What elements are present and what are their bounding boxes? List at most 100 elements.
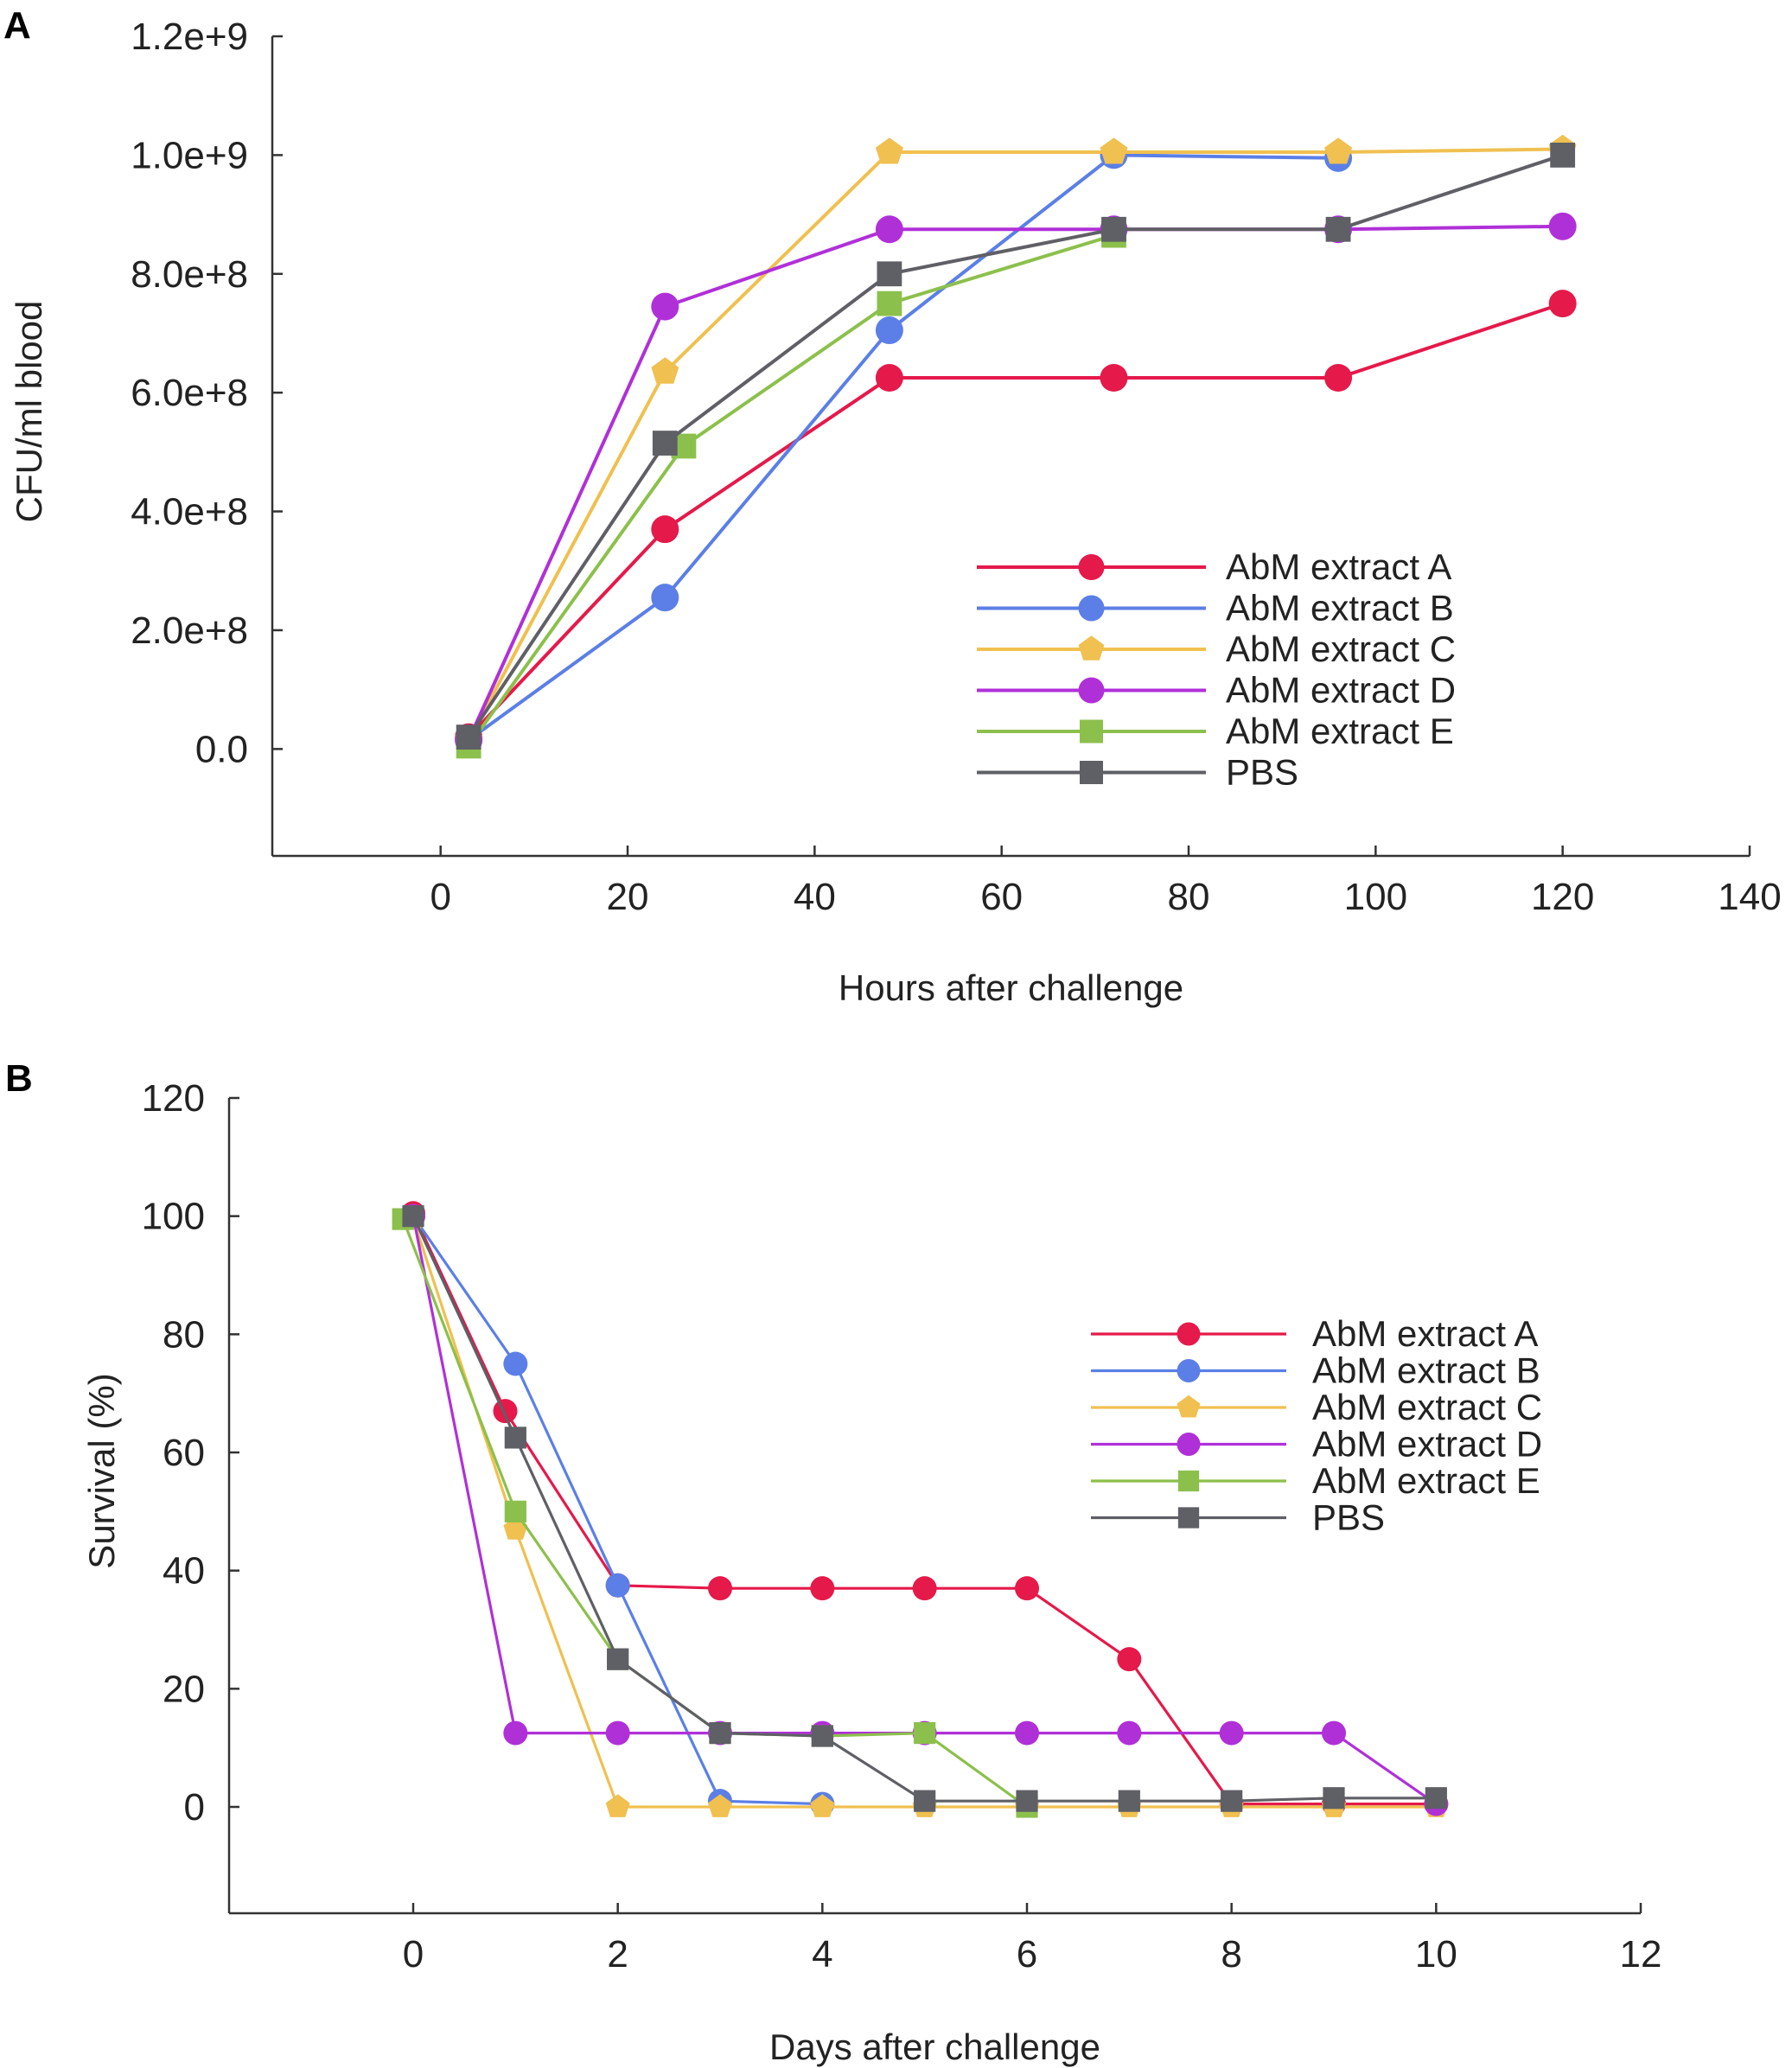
data-point <box>1425 1787 1447 1810</box>
x-tick-label: 140 <box>1718 876 1781 918</box>
data-point <box>503 1351 528 1376</box>
data-point <box>1221 1790 1243 1812</box>
series-3 <box>455 134 1577 752</box>
y-tick-label: 20 <box>163 1668 205 1710</box>
x-tick-label: 60 <box>980 876 1023 918</box>
legend-marker <box>1078 635 1105 661</box>
data-point <box>1015 1720 1039 1746</box>
data-point <box>875 215 903 244</box>
data-point <box>504 1500 526 1522</box>
series-line <box>467 224 1563 741</box>
data-point <box>875 364 903 392</box>
panel-b-letter: B <box>5 1057 33 1100</box>
panel-a-chart: 0.0 2.0e+8 4.0e+8 6.0e+8 8.0e+8 1.0e+9 1.2e+9 0… <box>9 16 1782 1008</box>
data-point <box>1548 212 1577 240</box>
data-point <box>875 137 903 164</box>
data-point <box>912 1576 937 1601</box>
y-tick-label: 100 <box>142 1196 205 1238</box>
legend-marker <box>1177 1470 1200 1492</box>
y-tick-label: 40 <box>163 1550 205 1592</box>
data-point <box>811 1725 833 1747</box>
legend-label: AbM extract B <box>1226 588 1454 629</box>
legend-label: PBS <box>1312 1497 1385 1538</box>
legend-marker <box>1080 761 1103 784</box>
legend-item: AbM extract A <box>977 546 1451 587</box>
legend-item: AbM extract B <box>977 588 1454 629</box>
x-tick-label: 0 <box>430 876 450 918</box>
y-tick-label: 2.0e+8 <box>131 610 248 652</box>
x-tick-label: 10 <box>1415 1933 1457 1975</box>
series-line <box>467 153 1339 742</box>
panel-a-letter: A <box>3 4 31 47</box>
legend-marker <box>1177 1507 1200 1529</box>
data-point <box>810 1576 835 1601</box>
legend-item: PBS <box>1091 1497 1385 1538</box>
data-point <box>605 1720 630 1746</box>
data-point <box>1117 1720 1142 1746</box>
legend-marker <box>1078 677 1105 704</box>
series-2 <box>455 141 1353 755</box>
x-tick-label: 4 <box>812 1933 832 1975</box>
data-point <box>914 1790 936 1812</box>
y-axis-title: CFU/ml blood <box>9 301 49 523</box>
data-point <box>810 1794 835 1817</box>
data-point <box>1117 1647 1142 1672</box>
legend-marker <box>1177 1322 1201 1346</box>
data-point <box>1016 1790 1038 1812</box>
data-point <box>877 261 902 287</box>
legend-marker <box>1078 595 1105 622</box>
data-point <box>605 1794 630 1817</box>
data-point <box>1324 137 1353 164</box>
data-point <box>504 1427 526 1449</box>
legend-label: AbM extract A <box>1312 1313 1538 1354</box>
legend-item: AbM extract E <box>1091 1460 1540 1501</box>
data-point <box>402 1205 424 1228</box>
data-point <box>651 515 679 544</box>
x-tick-label: 80 <box>1168 876 1210 918</box>
legend-label: AbM extract C <box>1226 629 1456 669</box>
data-point <box>503 1720 528 1746</box>
legend-label: AbM extract E <box>1226 711 1454 751</box>
series-line <box>411 1218 1437 1809</box>
x-tick-label: 6 <box>1017 1933 1037 1975</box>
data-point <box>914 1721 936 1745</box>
y-tick-label: 60 <box>163 1432 205 1474</box>
data-point <box>1323 1787 1345 1810</box>
data-point <box>708 1576 732 1601</box>
y-tick-label: 6.0e+8 <box>131 372 248 414</box>
data-point <box>651 357 679 384</box>
data-point <box>652 431 678 456</box>
data-point <box>1550 142 1576 168</box>
data-point <box>651 292 679 321</box>
legend-marker <box>1080 719 1103 744</box>
y-axis-title: Survival (%) <box>81 1373 122 1568</box>
legend-label: AbM extract C <box>1312 1387 1542 1427</box>
data-point <box>605 1573 630 1598</box>
data-point <box>1015 1576 1039 1601</box>
y-tick-label: 80 <box>163 1313 205 1356</box>
x-tick-label: 12 <box>1620 1933 1662 1975</box>
legend-item: AbM extract D <box>977 670 1456 711</box>
y-tick-label: 8.0e+8 <box>131 253 248 296</box>
series-line <box>467 147 1563 741</box>
data-point <box>607 1648 629 1670</box>
legend-item: AbM extract E <box>977 711 1454 751</box>
x-tick-label: 20 <box>607 876 649 918</box>
y-tick-label: 1.2e+9 <box>131 16 248 58</box>
x-axis-title: Days after challenge <box>769 2027 1100 2067</box>
legend-marker <box>1177 1359 1201 1382</box>
data-point <box>1325 216 1351 242</box>
x-tick-label: 100 <box>1344 876 1407 918</box>
series-line <box>467 233 1115 748</box>
data-point <box>877 290 902 316</box>
panel-b-chart: 0 20 40 60 80 100 120 0 2 4 6 8 10 12 Days after chall… <box>81 1077 1661 2067</box>
x-tick-label: 8 <box>1221 1933 1241 1975</box>
legend-label: AbM extract D <box>1312 1424 1542 1465</box>
y-tick-label: 0.0 <box>195 728 248 770</box>
data-point <box>1322 1720 1346 1746</box>
data-point <box>1118 1790 1140 1812</box>
y-tick-label: 0 <box>184 1786 205 1829</box>
data-point <box>1548 290 1577 318</box>
